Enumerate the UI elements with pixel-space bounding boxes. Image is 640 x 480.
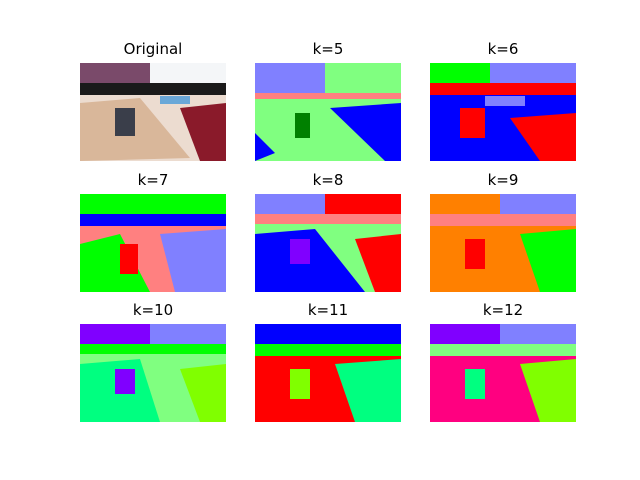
k6-segmentation-image <box>430 63 576 161</box>
k7-segmentation-image <box>80 194 226 292</box>
k9-segmentation-image <box>430 194 576 292</box>
panel-title-k5: k=5 <box>312 40 344 58</box>
panel-title-k8: k=8 <box>312 171 344 189</box>
k5-segmentation-image <box>255 63 401 161</box>
panel-title-k6: k=6 <box>487 40 519 58</box>
panel-title-k7: k=7 <box>137 171 169 189</box>
panel-title-k12: k=12 <box>482 301 524 319</box>
k10-segmentation-image <box>80 324 226 422</box>
k12-segmentation-image <box>430 324 576 422</box>
panel-title-k10: k=10 <box>132 301 174 319</box>
panel-title-original: Original <box>123 40 183 58</box>
panel-title-k11: k=11 <box>307 301 349 319</box>
k8-segmentation-image <box>255 194 401 292</box>
panel-title-k9: k=9 <box>487 171 519 189</box>
k11-segmentation-image <box>255 324 401 422</box>
original-image <box>80 63 226 161</box>
